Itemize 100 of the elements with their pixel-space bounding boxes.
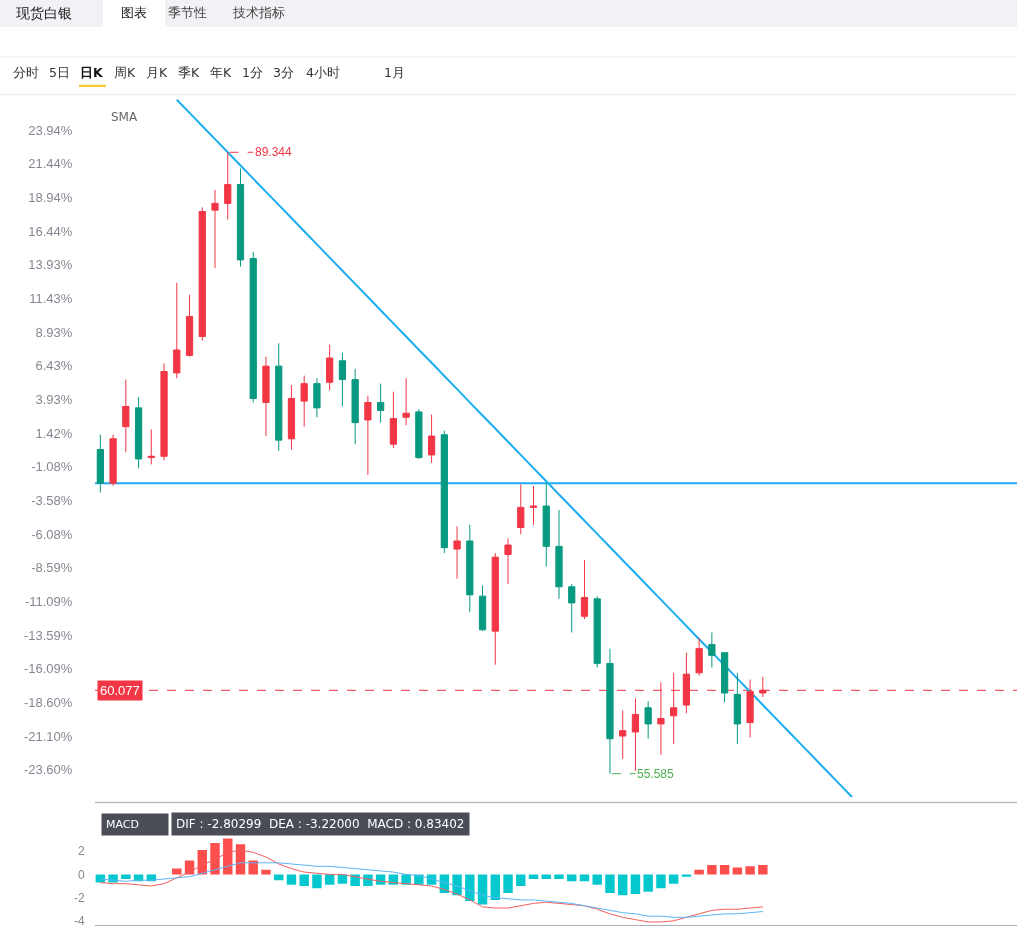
- bar: [617, 874, 628, 896]
- annotation: 60.077: [100, 683, 140, 698]
- y-tick-label: 16.44%: [28, 223, 73, 239]
- candlestick: [160, 362, 168, 461]
- text: 分时: [13, 65, 39, 80]
- annotation: SMA: [111, 110, 138, 124]
- y-tick-label: -23.60%: [23, 762, 73, 778]
- chart-title: 现货白银: [16, 5, 72, 21]
- bar: [261, 869, 271, 875]
- text: 月K: [146, 65, 168, 80]
- y-tick-label: 21.44%: [28, 156, 73, 172]
- text: 季节性: [168, 5, 207, 20]
- candlestick: [351, 368, 359, 445]
- bar: [477, 874, 488, 905]
- y-tick-label: 1.42%: [35, 425, 73, 441]
- chart-subtitle: DIF : -2.80299 DEA : -3.22000 MACD : 0.83402: [176, 817, 465, 831]
- candlestick: [580, 559, 589, 620]
- text: 1月: [384, 65, 405, 80]
- candlestick: [529, 485, 538, 526]
- bar: [681, 874, 692, 877]
- text: 4小时: [306, 65, 340, 80]
- candlestick: [542, 482, 550, 568]
- bar: [541, 874, 551, 880]
- y-tick-label: -4: [73, 914, 85, 928]
- bar: [554, 874, 564, 880]
- bar: [286, 874, 297, 885]
- bar: [172, 868, 182, 875]
- candlestick: [402, 377, 410, 426]
- candlestick: [364, 395, 372, 476]
- y-tick-label: -16.09%: [23, 661, 73, 677]
- candlestick: [517, 484, 525, 535]
- bar: [707, 865, 717, 875]
- bar: [516, 874, 526, 886]
- candlestick: [440, 430, 448, 554]
- candlestick: [478, 584, 487, 632]
- y-tick-label: 6.43%: [35, 358, 73, 374]
- text: 技术指标: [232, 5, 285, 20]
- candlestick: [122, 379, 130, 453]
- candlestick: [466, 524, 474, 613]
- candlestick: [224, 151, 232, 221]
- candlestick: [619, 709, 627, 760]
- candlestick: [338, 352, 347, 407]
- bar: [465, 874, 475, 902]
- y-tick-label: 3.93%: [35, 391, 73, 407]
- candlestick: [504, 537, 512, 585]
- y-tick-label: 2: [77, 844, 85, 859]
- y-tick-label: -3.58%: [31, 492, 73, 508]
- bar: [388, 874, 399, 885]
- candlestick: [389, 391, 397, 449]
- candlestick: [134, 396, 143, 469]
- candlestick: [644, 700, 652, 740]
- annotation: 55.585: [637, 767, 675, 781]
- candlestick: [313, 377, 321, 418]
- candlestick: [287, 384, 296, 451]
- y-tick-label: 11.43%: [29, 291, 73, 307]
- text: 周K: [114, 65, 136, 80]
- candlestick: [708, 631, 716, 668]
- candlestick: [236, 167, 245, 268]
- candlestick: [96, 434, 104, 494]
- bar: [324, 874, 335, 885]
- bar: [694, 869, 704, 875]
- text: 3分: [273, 65, 294, 80]
- annotation: 89.344: [255, 145, 293, 159]
- candlestick: [568, 583, 576, 633]
- text: 5日: [49, 65, 70, 80]
- y-tick-label: -13.59%: [23, 627, 73, 643]
- candlestick: [555, 509, 563, 600]
- candlestick: [733, 672, 741, 745]
- y-tick-label: -1.08%: [31, 459, 73, 475]
- bar: [630, 874, 641, 895]
- text: 季K: [178, 65, 200, 80]
- candlestick: [198, 206, 206, 342]
- bar: [719, 865, 730, 875]
- text: 图表: [121, 5, 147, 20]
- text: 日K: [80, 65, 104, 80]
- candlestick: [173, 282, 181, 379]
- bar: [503, 874, 513, 893]
- bar: [605, 874, 615, 893]
- bar: [656, 874, 666, 889]
- candlestick: [185, 294, 194, 358]
- candlestick: [427, 414, 436, 464]
- chart-title: MACD: [106, 818, 139, 831]
- bar: [490, 874, 501, 900]
- candlestick: [453, 525, 461, 580]
- bar: [745, 866, 755, 875]
- text: 1分: [242, 65, 263, 80]
- y-tick-label: -2: [73, 890, 85, 905]
- candlestick: [415, 408, 423, 460]
- bar: [758, 865, 768, 875]
- candlestick: [211, 189, 219, 269]
- candlestick: [262, 356, 270, 437]
- candlestick: [720, 652, 729, 703]
- y-tick-label: -8.59%: [31, 560, 73, 576]
- y-tick-label: -18.60%: [23, 694, 73, 710]
- candlestick: [275, 342, 283, 452]
- bar: [579, 874, 590, 882]
- bar: [592, 874, 602, 885]
- y-tick-label: -6.08%: [31, 526, 73, 542]
- y-tick-label: -11.09%: [24, 593, 73, 609]
- candlestick: [606, 648, 614, 775]
